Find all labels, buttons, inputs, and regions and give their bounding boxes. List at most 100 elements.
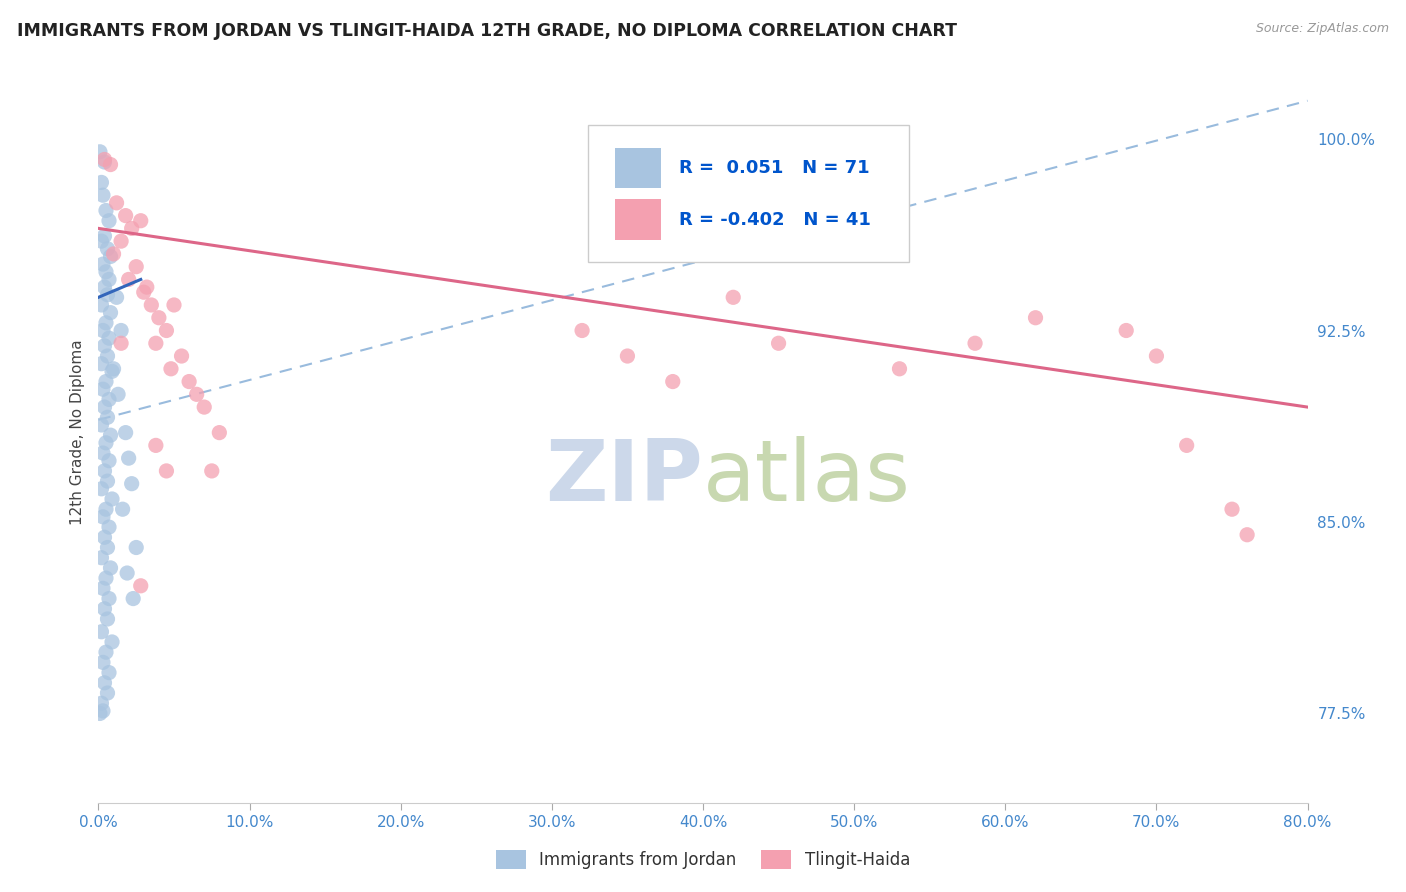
Point [89,145,111,159]
Point [122,591,145,606]
Point [101,491,124,506]
Point [1144,349,1167,363]
Point [94,435,117,450]
Point [160,361,183,376]
Point [616,349,638,363]
Point [91,382,114,396]
Point [90,482,112,496]
Point [155,324,177,338]
Text: IMMIGRANTS FROM JORDAN VS TLINGIT-HAIDA 12TH GRADE, NO DIPLOMA CORRELATION CHART: IMMIGRANTS FROM JORDAN VS TLINGIT-HAIDA … [17,22,957,40]
Point [121,476,143,491]
Text: ZIP: ZIP [546,435,703,518]
Point [90,357,112,371]
Point [145,336,167,351]
Point [723,290,745,304]
Point [98,591,121,606]
Point [93,229,115,244]
Point [91,257,114,271]
Point [193,400,215,414]
Point [96,349,118,363]
Point [100,428,122,442]
Point [91,446,114,460]
Point [96,686,118,700]
Point [1220,502,1243,516]
Point [90,624,112,639]
Point [110,336,132,351]
Point [94,375,117,389]
Point [91,582,114,596]
Point [100,561,122,575]
Point [90,550,112,565]
Point [129,213,152,227]
Point [94,265,117,279]
Point [90,298,112,312]
Point [170,349,193,363]
Point [96,242,118,256]
Point [93,153,115,167]
Point [145,438,167,452]
Point [141,298,163,312]
Point [100,305,122,319]
Text: Source: ZipAtlas.com: Source: ZipAtlas.com [1256,22,1389,36]
Point [661,375,683,389]
Point [93,400,115,414]
Point [148,310,170,325]
Point [208,425,231,440]
Point [125,260,148,274]
Point [93,464,115,478]
Point [94,502,117,516]
Point [90,696,112,710]
Point [114,425,136,440]
Point [90,176,112,190]
Point [965,336,987,351]
Point [94,316,117,330]
Point [91,656,114,670]
Point [96,474,118,488]
Point [89,706,111,721]
Point [121,221,143,235]
Point [98,392,121,407]
Point [91,509,114,524]
Text: R = -0.402   N = 41: R = -0.402 N = 41 [679,211,870,229]
Point [768,336,790,351]
Point [186,387,208,401]
Point [91,324,114,338]
Point [98,520,121,534]
Point [163,298,186,312]
Point [93,530,115,544]
Point [118,272,141,286]
Point [132,285,155,300]
Point [93,155,115,169]
Point [91,188,114,202]
Point [179,375,201,389]
Point [103,361,125,376]
Point [101,364,124,378]
Point [93,339,115,353]
Point [93,675,115,690]
Bar [614,200,661,240]
Point [100,250,122,264]
Point [889,361,911,376]
Point [118,451,141,466]
Bar [614,147,661,188]
Point [110,324,132,338]
Point [1175,438,1198,452]
FancyBboxPatch shape [588,126,908,262]
Point [155,464,177,478]
Point [114,209,136,223]
Point [96,410,118,425]
Point [111,502,134,516]
Point [93,601,115,615]
Point [96,287,118,301]
Point [105,195,128,210]
Point [571,324,593,338]
Point [107,387,129,401]
Point [100,157,122,171]
Y-axis label: 12th Grade, No Diploma: 12th Grade, No Diploma [69,340,84,525]
Point [90,417,112,432]
Point [91,704,114,718]
Point [98,665,121,680]
Point [201,464,224,478]
Point [94,203,117,218]
Point [110,234,132,248]
